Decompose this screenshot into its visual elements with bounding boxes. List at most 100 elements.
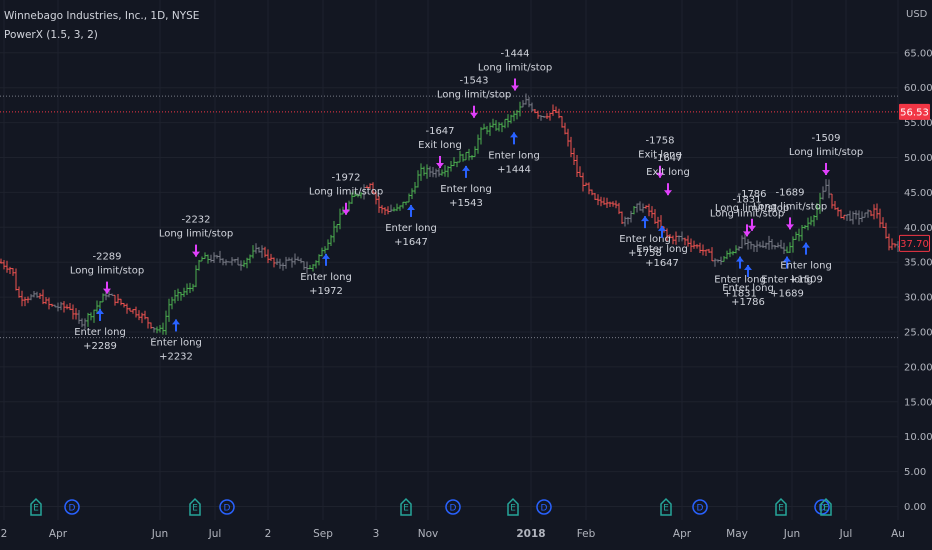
signal-label: Exit long <box>418 140 462 151</box>
entry-arrow-head <box>96 308 104 314</box>
x-tick-label: Jul <box>839 528 853 540</box>
indicator-title[interactable]: PowerX (1.5, 3, 2) <box>4 29 98 41</box>
x-tick-label: Jul <box>208 528 222 540</box>
earnings-marker-icon[interactable] <box>189 497 201 516</box>
dividend-marker-icon[interactable] <box>692 499 708 515</box>
entry-arrow-head <box>783 256 791 262</box>
y-tick-label: 30.00 <box>904 293 932 304</box>
currency-label: USD <box>906 9 928 20</box>
event-marker-label: E <box>510 504 516 514</box>
y-tick-label: 0.00 <box>904 502 926 513</box>
earnings-marker-icon[interactable] <box>30 497 42 516</box>
signal-value: +1831 <box>723 289 757 300</box>
signal-label: Enter long <box>636 244 688 255</box>
price-axis[interactable]: 65.00 60.00 55.00 50.00 45.00 40.00 35.00 30.00… <box>904 9 932 513</box>
dividend-marker-icon[interactable] <box>536 499 552 515</box>
signal-label: Enter long <box>74 327 126 338</box>
signal-label: Enter long <box>150 337 202 348</box>
price-badges: 56.53 37.70 <box>899 103 930 252</box>
signal-value: -1972 <box>331 173 360 184</box>
grid-lines <box>0 0 899 520</box>
signal-label: Long limit/stop <box>70 266 144 277</box>
signal-label: Long limit/stop <box>159 229 233 240</box>
signal-value: +1509 <box>789 275 823 286</box>
price-bars <box>0 93 900 335</box>
y-tick-label: 15.00 <box>904 397 932 408</box>
dividend-marker-icon[interactable] <box>219 499 235 515</box>
signal-label: Exit long <box>646 167 690 178</box>
signal-value: +1543 <box>449 198 483 209</box>
earnings-marker-icon[interactable] <box>820 497 832 516</box>
event-marker-label: D <box>450 504 457 514</box>
event-marker-label: D <box>541 504 548 514</box>
signal-label: Long limit/stop <box>715 203 789 214</box>
signal-label: Long limit/stop <box>789 147 863 158</box>
signal-label: Enter long <box>440 184 492 195</box>
x-tick-label: 3 <box>373 528 380 540</box>
signal-label: Enter long <box>385 223 437 234</box>
signal-value: +1647 <box>645 258 679 269</box>
exit-arrow-head <box>656 172 664 178</box>
y-tick-label: 55.00 <box>904 118 932 129</box>
event-marker-label: E <box>192 504 198 514</box>
dividend-marker-icon[interactable] <box>814 499 830 515</box>
last-price-badge <box>899 103 930 120</box>
entry-arrow-head <box>322 253 330 259</box>
signal-value: -1831 <box>732 194 761 205</box>
time-axis[interactable]: 2 Apr Jun Jul 2 Sep 3 Nov 2018 Feb Apr May Jun Jul Au <box>1 528 905 540</box>
y-tick-label: 50.00 <box>904 153 932 164</box>
symbol-title[interactable]: Winnebago Industries, Inc., 1D, NYSE <box>4 10 200 22</box>
exit-arrow-head <box>436 162 444 168</box>
event-marker-label: E <box>33 504 39 514</box>
y-tick-label: 5.00 <box>904 467 926 478</box>
event-marker-label: E <box>778 504 784 514</box>
entry-arrow-head <box>658 225 666 231</box>
event-marker-label: D <box>697 504 704 514</box>
earnings-marker-icon[interactable] <box>400 497 412 516</box>
x-tick-label: Sep <box>313 528 333 540</box>
x-tick-label: Jun <box>151 528 168 540</box>
x-tick-label: Apr <box>673 528 692 540</box>
signal-value: -1509 <box>811 133 840 144</box>
signal-value: -2289 <box>92 252 121 263</box>
x-tick-label: Feb <box>577 528 596 540</box>
current-price-label: 37.70 <box>900 239 929 250</box>
x-tick-label: Au <box>891 528 905 540</box>
trade-signals: Enter long +2289 -2289 Long limit/stop Enter… <box>70 48 863 362</box>
dividend-marker-icon[interactable] <box>64 499 80 515</box>
entry-arrow-head <box>407 204 415 210</box>
y-tick-label: 45.00 <box>904 188 932 199</box>
earnings-marker-icon[interactable] <box>507 497 519 516</box>
signal-value: +1647 <box>394 237 428 248</box>
entry-arrow-head <box>510 132 518 138</box>
signal-value: -1758 <box>645 136 674 147</box>
signal-value: -1689 <box>775 187 804 198</box>
exit-arrow-head <box>511 85 519 91</box>
entry-arrow-head <box>172 319 180 325</box>
signal-value: -1647 <box>653 153 682 164</box>
entry-arrow-head <box>802 242 810 248</box>
signal-label: Enter long <box>761 275 813 286</box>
exit-arrow-head <box>664 190 672 196</box>
exit-arrow-head <box>786 224 794 230</box>
earnings-marker-icon[interactable] <box>775 497 787 516</box>
y-tick-label: 40.00 <box>904 223 932 234</box>
event-markers[interactable]: E D E D E D E D E D E DE <box>30 497 832 516</box>
entry-arrow-head <box>736 256 744 262</box>
exit-arrow-head <box>822 169 830 175</box>
signal-value: +1972 <box>309 286 343 297</box>
signal-value: +2232 <box>159 351 193 362</box>
dividend-marker-icon[interactable] <box>445 499 461 515</box>
earnings-marker-icon[interactable] <box>660 497 672 516</box>
signal-label: Exit long <box>638 150 682 161</box>
x-tick-label: Jun <box>783 528 800 540</box>
signal-value: +1786 <box>731 297 765 308</box>
signal-label: Long limit/stop <box>437 90 511 101</box>
signal-label: Long limit/stop <box>478 62 552 73</box>
x-tick-label: May <box>726 528 748 540</box>
y-tick-label: 10.00 <box>904 432 932 443</box>
entry-arrow-head <box>462 165 470 171</box>
signal-label: Long limit/stop <box>309 187 383 198</box>
